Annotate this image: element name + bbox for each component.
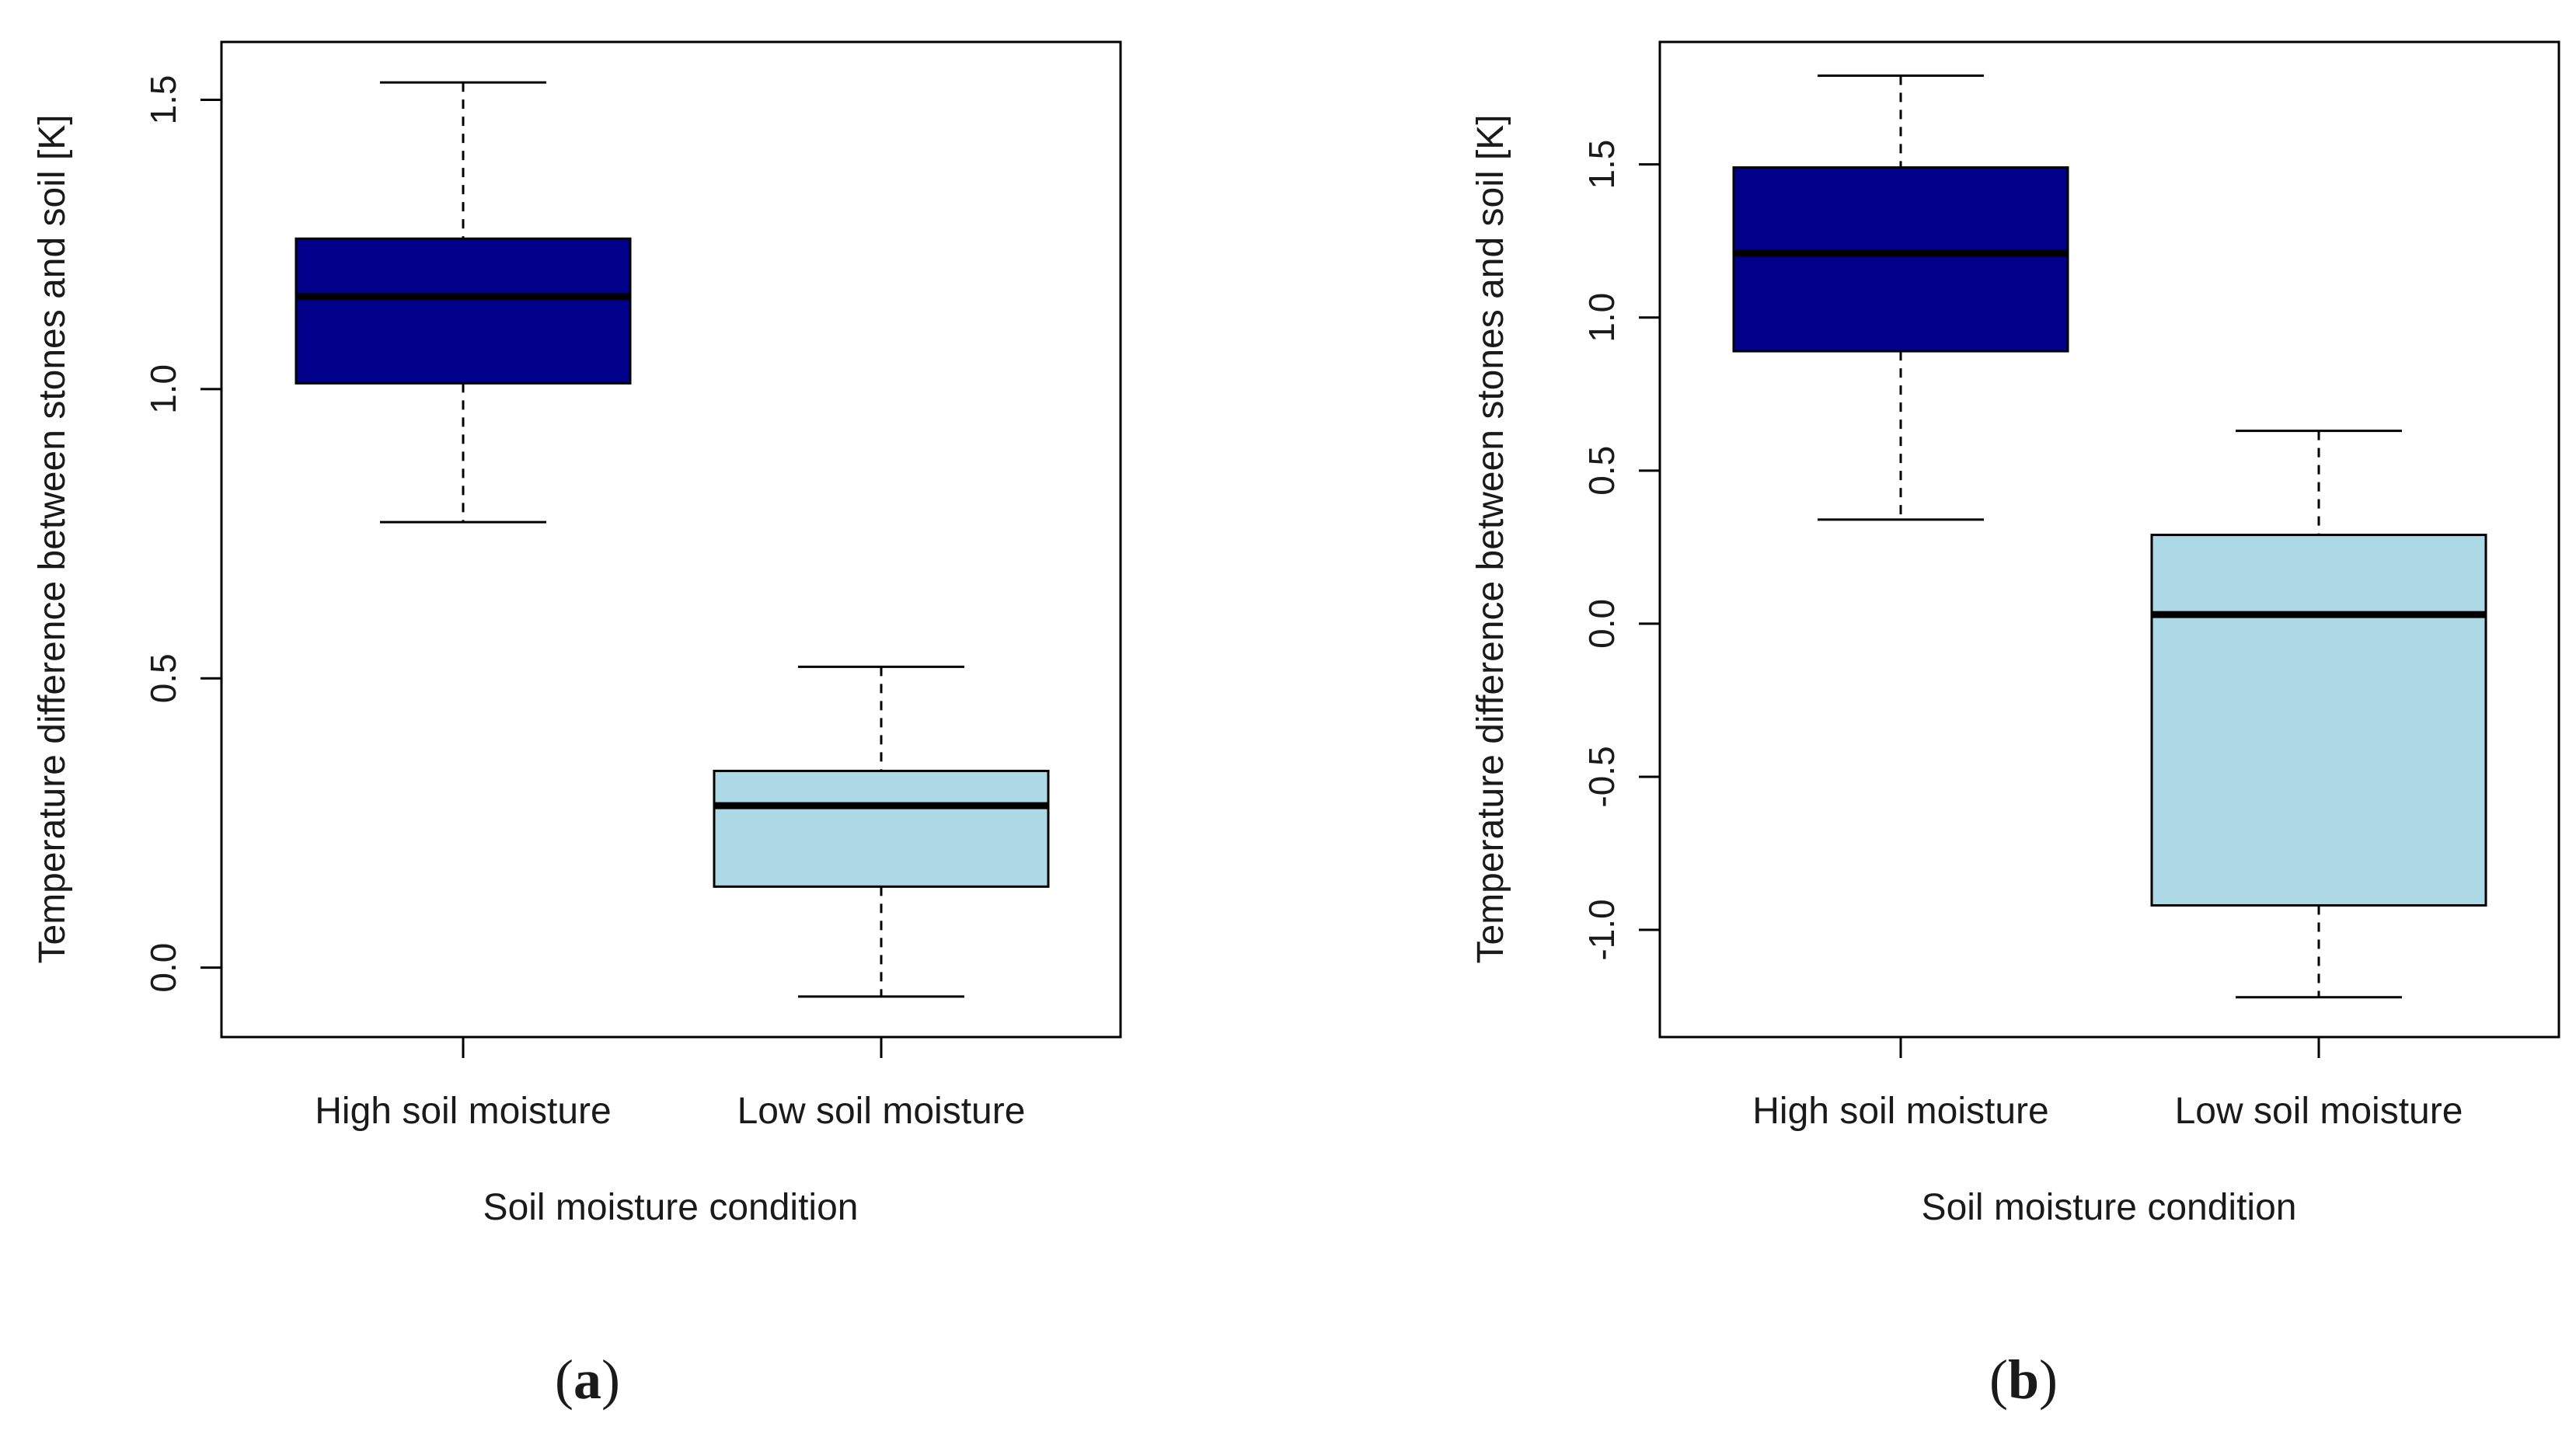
y-axis-ticks-b: -1.0 -0.5 0.0 0.5 1.0 1.5 [1581,140,1661,961]
y-axis-title-b: Temperature difference between stones an… [1470,114,1511,963]
y-tick-label: 1.5 [143,75,183,125]
y-tick-label: 1.5 [1581,140,1622,190]
x-category-label: High soil moisture [1752,1091,2048,1132]
boxes-a [295,81,1050,998]
x-axis-ticks-b: High soil moisture Low soil moisture [1752,1037,2463,1132]
y-tick-label: 0.0 [1581,599,1622,649]
box-a-high [295,81,632,524]
y-axis-title-a: Temperature difference between stones an… [32,114,73,963]
iqr-box [295,237,632,385]
panel-a: 0.0 0.5 1.0 1.5 High soil moisture Low soil … [32,40,1122,1411]
iqr-box [1732,166,2069,353]
y-tick-label: -0.5 [1581,746,1622,807]
x-axis-title-b: Soil moisture condition [1922,1187,2297,1228]
x-category-label: Low soil moisture [737,1091,1026,1132]
y-tick-label: 0.0 [143,943,183,993]
panel-b: -1.0 -0.5 0.0 0.5 1.0 1.5 High soil moisture L… [1470,40,2560,1411]
panel-label-a: (a) [555,1349,620,1411]
x-axis-ticks-a: High soil moisture Low soil moisture [315,1037,1025,1132]
iqr-box [2150,534,2487,907]
box-b-low [2150,430,2487,999]
iqr-box [713,769,1050,888]
x-category-label: High soil moisture [315,1091,611,1132]
box-b-high [1732,74,2069,521]
y-tick-label: 1.0 [143,364,183,414]
x-category-label: Low soil moisture [2175,1091,2463,1132]
y-tick-label: 1.0 [1581,293,1622,343]
y-tick-label: -1.0 [1581,899,1622,960]
y-axis-ticks-a: 0.0 0.5 1.0 1.5 [143,75,223,993]
boxes-b [1732,74,2487,999]
x-axis-title-a: Soil moisture condition [483,1187,859,1228]
box-a-low [713,665,1050,998]
y-tick-label: 0.5 [1581,446,1622,496]
panel-label-b: (b) [1989,1349,2058,1411]
y-tick-label: 0.5 [143,653,183,703]
